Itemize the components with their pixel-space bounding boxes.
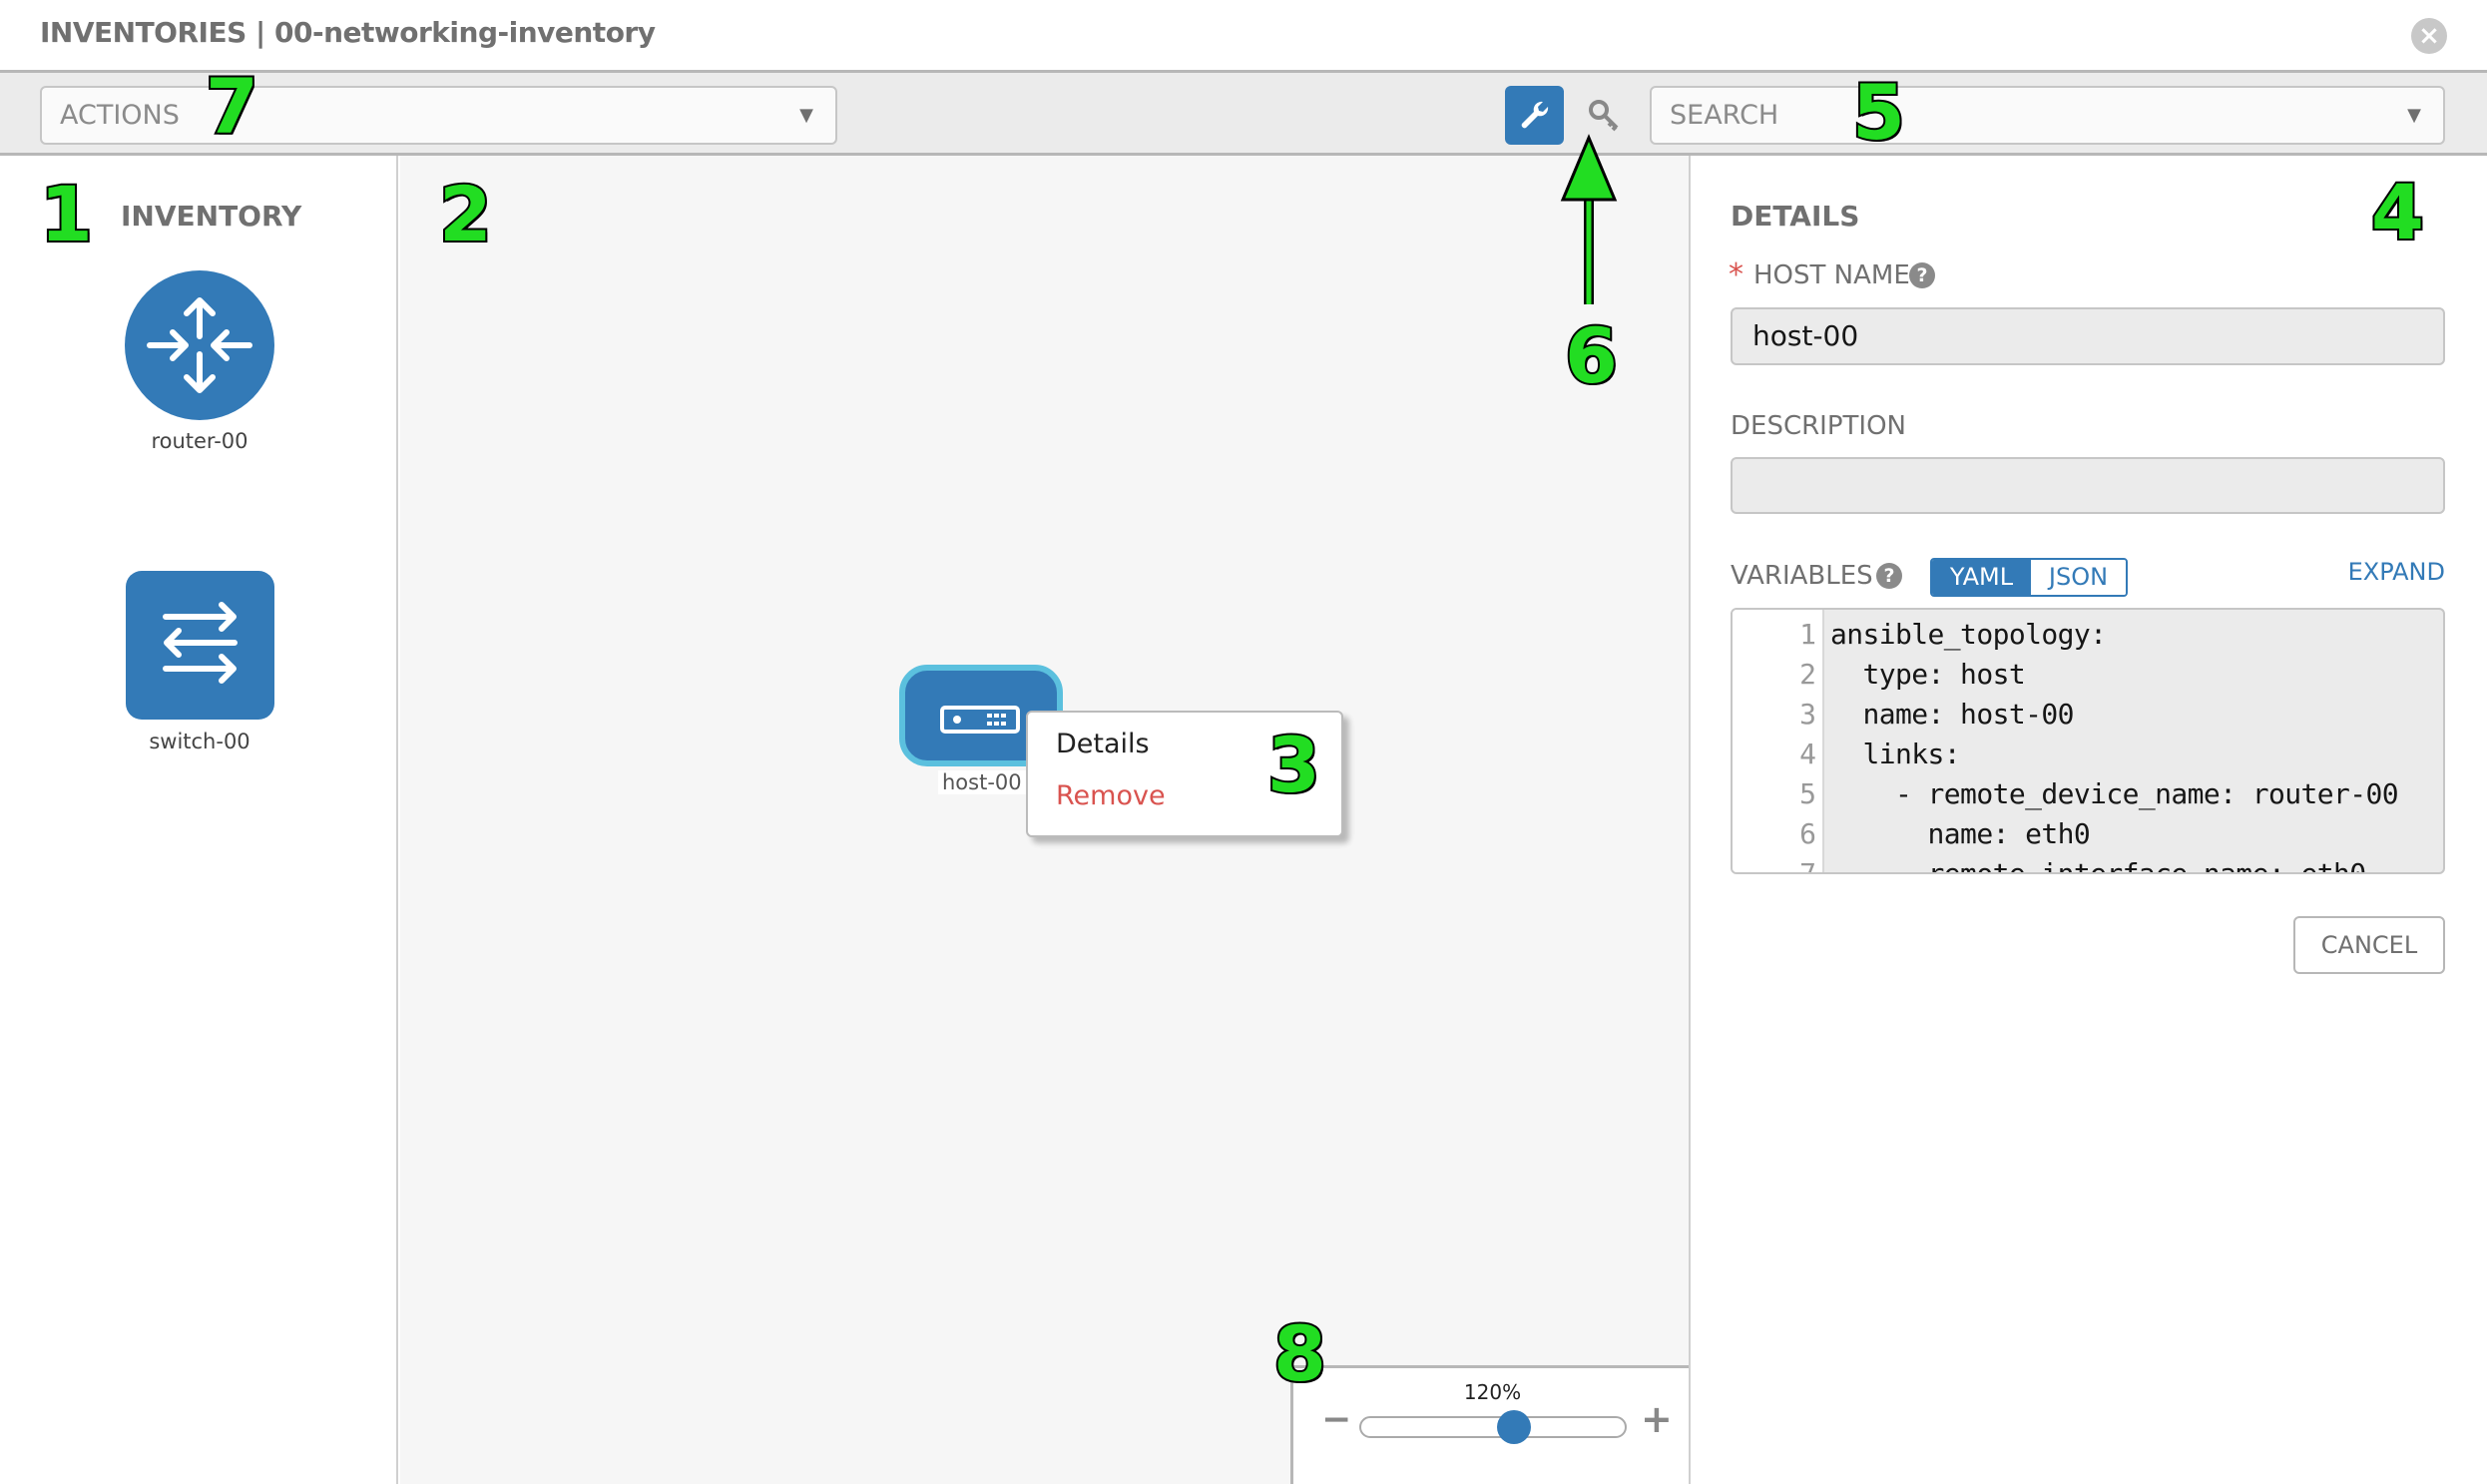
key-icon[interactable] [1587,98,1623,134]
code-line: - remote_device_name: router-00 [1830,777,2399,810]
cancel-button[interactable]: CANCEL [2293,916,2445,974]
annotation-1: 1 [38,168,95,260]
annotation-6: 6 [1563,309,1620,402]
code-line: type: host [1830,658,2026,691]
host-name-label: HOST NAME [1753,260,1910,290]
description-input[interactable] [1731,457,2445,514]
line-gutter: 1 2 3 4 5 6 7 [1733,610,1824,872]
menu-item-details[interactable]: Details [1056,729,1150,759]
page-title: INVENTORIES | 00-networking-inventory [40,16,656,49]
context-menu: Details Remove [1026,711,1343,837]
code-line: links: [1830,738,1961,770]
menu-item-remove[interactable]: Remove [1056,780,1166,811]
code-line: ansible_topology: [1830,618,2107,651]
description-label: DESCRIPTION [1731,411,1906,441]
annotation-2: 2 [437,168,494,260]
required-mark: * [1729,257,1743,292]
zoom-in-icon[interactable]: + [1641,1397,1673,1441]
inventory-title: INVENTORY [121,200,302,233]
wrench-icon[interactable] [1505,86,1564,145]
chevron-down-icon: ▼ [799,105,813,126]
help-icon[interactable]: ? [1876,563,1902,589]
header: INVENTORIES | 00-networking-inventory × [0,0,2487,73]
annotation-8: 8 [1271,1307,1328,1400]
line-number: 1 [1799,618,1816,651]
line-number: 6 [1799,817,1816,850]
zoom-out-icon[interactable]: − [1321,1399,1352,1440]
annotation-4: 4 [2369,166,2426,258]
annotation-5: 5 [1850,66,1907,159]
zoom-control: 120% − + [1290,1365,1689,1484]
host-name-input[interactable]: host-00 [1731,307,2445,365]
line-number: 5 [1799,777,1816,810]
code-line: name: eth0 [1830,817,2091,850]
yaml-toggle[interactable]: YAML [1932,560,2031,595]
line-number: 4 [1799,738,1816,770]
zoom-slider-thumb[interactable] [1497,1410,1532,1444]
line-number: 2 [1799,658,1816,691]
expand-link[interactable]: EXPAND [2347,558,2445,586]
server-icon [940,706,1020,734]
zoom-slider-track[interactable] [1359,1416,1627,1438]
zoom-level: 120% [1463,1380,1522,1404]
line-number: 3 [1799,698,1816,731]
format-toggle: YAML JSON [1930,558,2128,597]
router-icon[interactable] [125,270,274,420]
router-label: router-00 [151,429,249,453]
switch-icon[interactable] [126,571,274,720]
switch-label: switch-00 [149,730,250,753]
actions-placeholder: ACTIONS [60,100,180,131]
code-line: name: host-00 [1830,698,2075,731]
actions-dropdown[interactable]: ACTIONS ▼ [40,86,837,145]
annotation-7: 7 [204,60,260,153]
search-dropdown[interactable]: SEARCH ▼ [1650,86,2445,145]
close-icon[interactable]: × [2411,18,2447,54]
line-number: 7 [1799,857,1816,874]
host-label: host-00 [938,770,1026,794]
annotation-3: 3 [1265,719,1322,811]
arrow-annotation [1560,134,1618,304]
variables-editor[interactable]: 1 2 3 4 5 6 7 ansible_topology: type: ho… [1731,608,2445,874]
code-line: remote_interface_name: eth0 [1830,857,2367,874]
json-toggle[interactable]: JSON [2030,560,2126,595]
search-placeholder: SEARCH [1670,100,1779,131]
variables-label: VARIABLES [1731,561,1873,591]
help-icon[interactable]: ? [1909,262,1935,288]
details-title: DETAILS [1731,200,1860,233]
chevron-down-icon: ▼ [2407,105,2421,126]
